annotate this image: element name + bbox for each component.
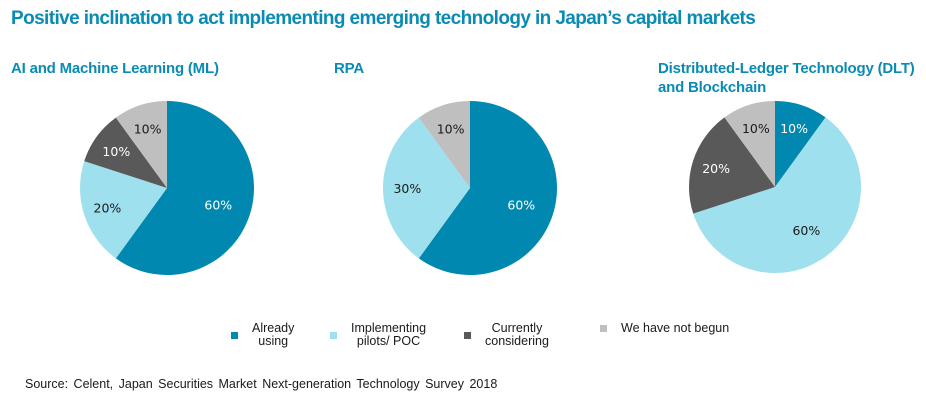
data-label-already-using: 60% bbox=[204, 198, 232, 213]
pie-0: 60% 20% 10% 10% bbox=[79, 101, 254, 275]
data-label-already-using: 60% bbox=[507, 198, 535, 213]
legend-swatch bbox=[600, 325, 607, 332]
data-label-implementing: 30% bbox=[393, 181, 421, 196]
pie-1: 60% 30% 10% bbox=[382, 101, 557, 275]
chart-title: Positive inclination to act implementing… bbox=[11, 8, 756, 29]
data-label-not-begun: 10% bbox=[742, 121, 770, 136]
pie-slice-not-begun bbox=[115, 101, 167, 188]
pie-slice-already-using bbox=[775, 101, 826, 187]
legend-label: Already using bbox=[252, 321, 295, 348]
legend-swatch bbox=[330, 331, 337, 339]
pie-slice-already-using bbox=[418, 101, 557, 275]
source-note: Source: Celent, Japan Securities Market … bbox=[25, 377, 498, 391]
pie-slice-not-begun bbox=[418, 101, 470, 188]
pie-slice-implementing bbox=[79, 161, 167, 259]
legend-item-considering: Currently considering bbox=[464, 322, 549, 348]
data-label-considering: 20% bbox=[702, 161, 730, 176]
data-label-implementing: 20% bbox=[94, 200, 122, 215]
legend-item-implementing: Implementing pilots/ POC bbox=[330, 322, 426, 348]
data-label-considering: 10% bbox=[102, 144, 130, 159]
pie-title-dlt: Distributed-Ledger Technology (DLT) and … bbox=[658, 60, 915, 96]
legend-swatch bbox=[231, 331, 238, 339]
pie-slice-implementing bbox=[382, 117, 470, 259]
data-label-already-using: 10% bbox=[780, 121, 808, 136]
legend-label: We have not begun bbox=[621, 321, 730, 335]
pie-slice-not-begun bbox=[724, 101, 775, 187]
pie-slice-considering bbox=[689, 117, 775, 214]
pie-title-rpa: RPA bbox=[334, 60, 364, 77]
data-label-not-begun: 10% bbox=[134, 121, 162, 136]
legend-label: Implementing pilots/ POC bbox=[351, 321, 427, 348]
legend: Already using Implementing pilots/ POC C… bbox=[0, 322, 926, 356]
pie-title-ai-ml: AI and Machine Learning (ML) bbox=[11, 60, 219, 77]
pie-2: 10% 60% 20% 10% bbox=[689, 101, 861, 273]
legend-item-not-begun: We have not begun bbox=[600, 322, 729, 335]
pie-slice-implementing bbox=[693, 117, 861, 273]
data-label-not-begun: 10% bbox=[437, 121, 465, 136]
pie-slice-already-using bbox=[115, 101, 254, 275]
legend-swatch bbox=[464, 331, 471, 339]
legend-label: Currently considering bbox=[485, 321, 549, 348]
legend-item-already-using: Already using bbox=[231, 322, 294, 348]
pie-slice-considering bbox=[84, 117, 167, 188]
data-label-implementing: 60% bbox=[792, 223, 820, 238]
